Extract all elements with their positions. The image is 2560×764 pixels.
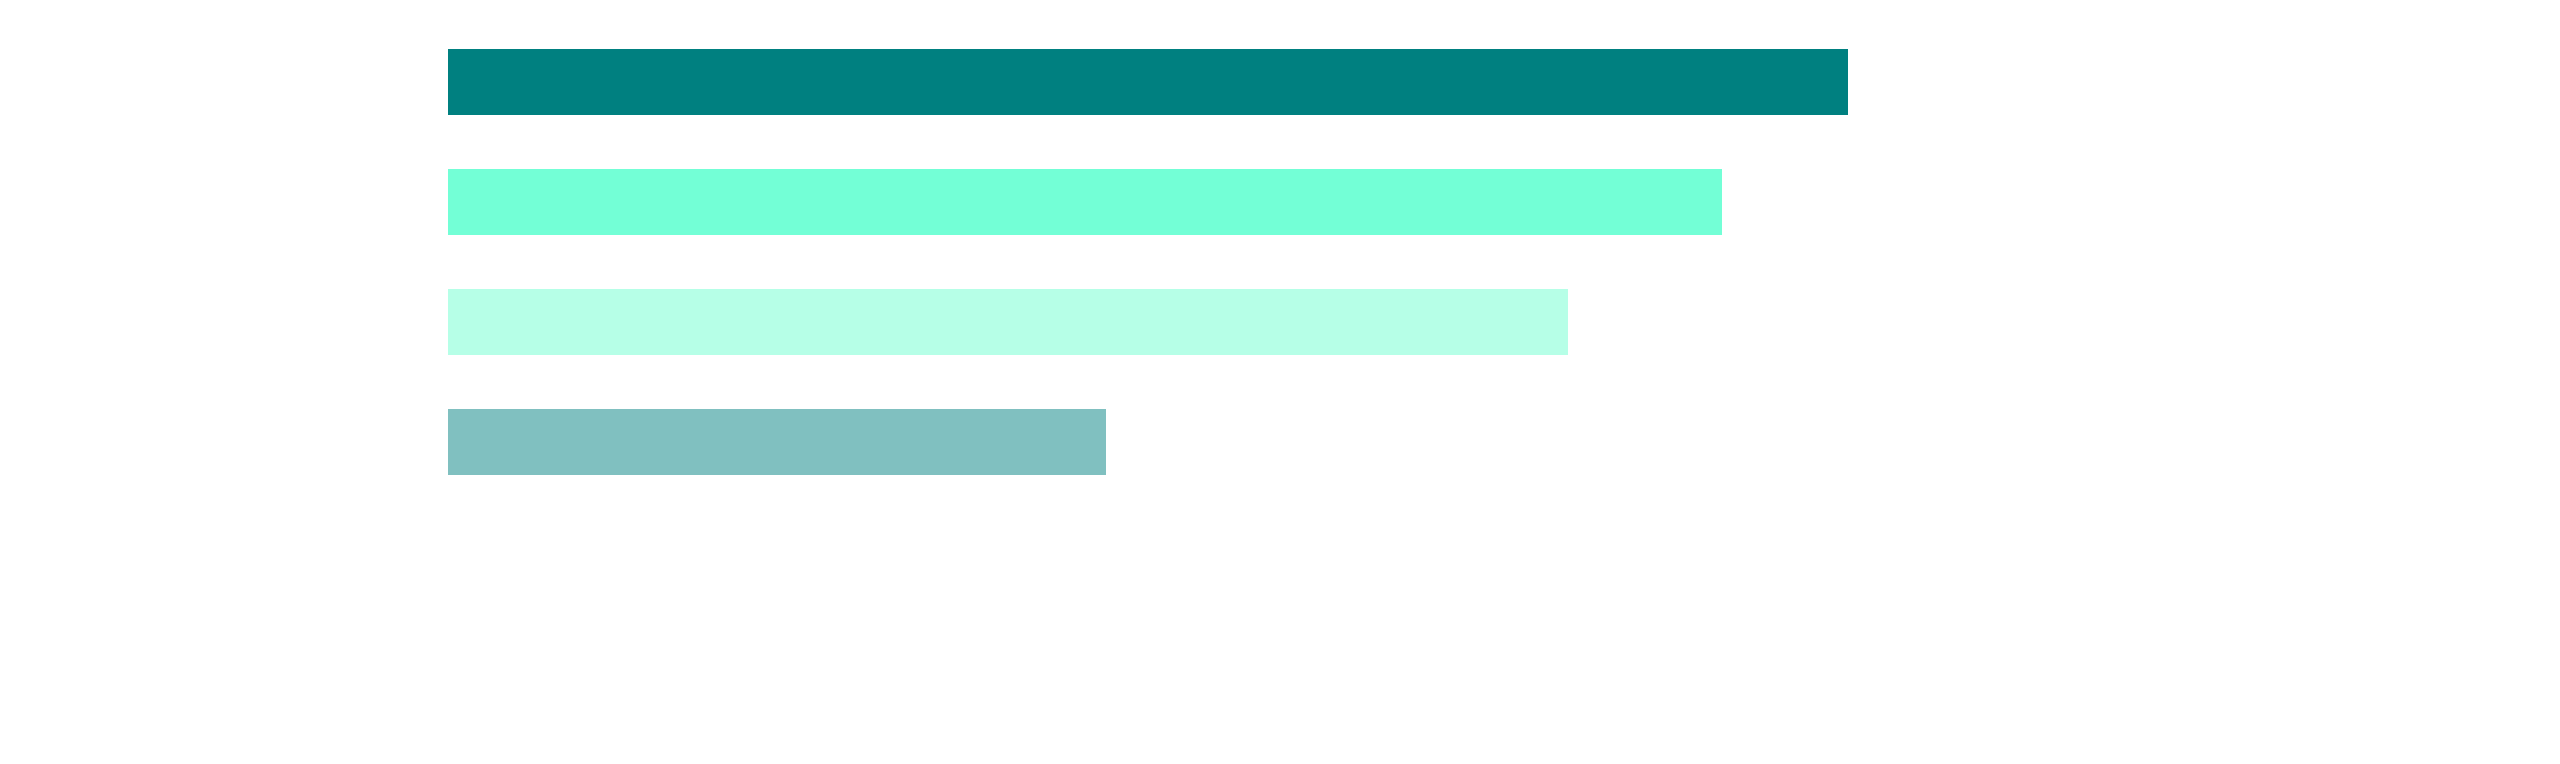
bar-4 [448,409,1106,475]
bars-group [448,49,1848,475]
bar-2 [448,169,1722,235]
bar-3 [448,289,1568,355]
bar-1 [448,49,1848,115]
